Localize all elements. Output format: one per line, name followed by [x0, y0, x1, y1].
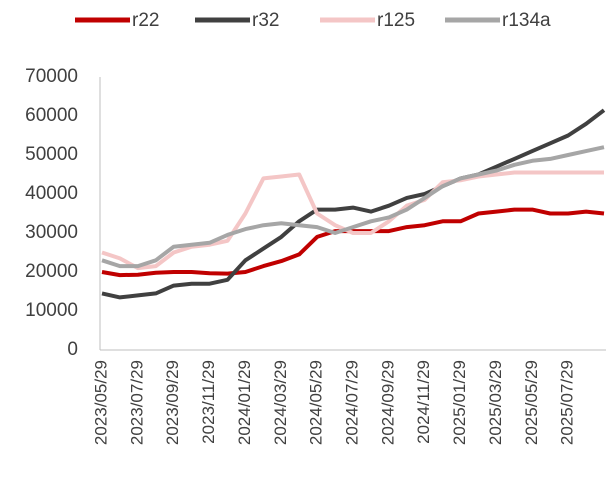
- x-tick-label: 2024/01/29: [235, 360, 254, 445]
- y-tick-label: 20000: [25, 261, 78, 282]
- x-tick-label: 2024/11/29: [414, 360, 433, 444]
- x-tick-label: 2025/01/29: [450, 360, 469, 445]
- y-tick-label: 0: [67, 339, 78, 360]
- legend-label: r32: [252, 10, 279, 31]
- y-tick-label: 40000: [25, 183, 78, 204]
- series-line: [101, 170, 604, 271]
- x-tick-label: 2024/03/29: [271, 360, 290, 445]
- y-tick-label: 50000: [25, 144, 78, 165]
- y-tick-label: 70000: [25, 66, 78, 87]
- x-tick-label: 2025/05/29: [522, 360, 541, 445]
- y-tick-label: 10000: [25, 300, 78, 321]
- x-tick-label: 2024/09/29: [378, 360, 397, 445]
- x-tick-label: 2023/05/29: [91, 360, 110, 445]
- legend-label: r134a: [502, 10, 551, 31]
- series-line: [101, 207, 605, 278]
- legend-label: r125: [377, 10, 415, 31]
- x-tick-label: 2023/07/29: [127, 360, 146, 445]
- y-tick-label: 30000: [25, 222, 78, 243]
- legend-label: r22: [132, 10, 159, 31]
- y-tick-label: 60000: [25, 105, 78, 126]
- x-tick-label: 2025/03/29: [486, 360, 505, 445]
- x-tick-label: 2024/05/29: [307, 360, 326, 445]
- series-line: [101, 108, 606, 300]
- x-tick-label: 2025/07/29: [558, 360, 577, 445]
- x-tick-label: 2023/11/29: [199, 360, 218, 444]
- x-tick-label: 2023/09/29: [163, 360, 182, 445]
- series-line: [101, 145, 605, 269]
- x-tick-label: 2024/07/29: [342, 360, 361, 445]
